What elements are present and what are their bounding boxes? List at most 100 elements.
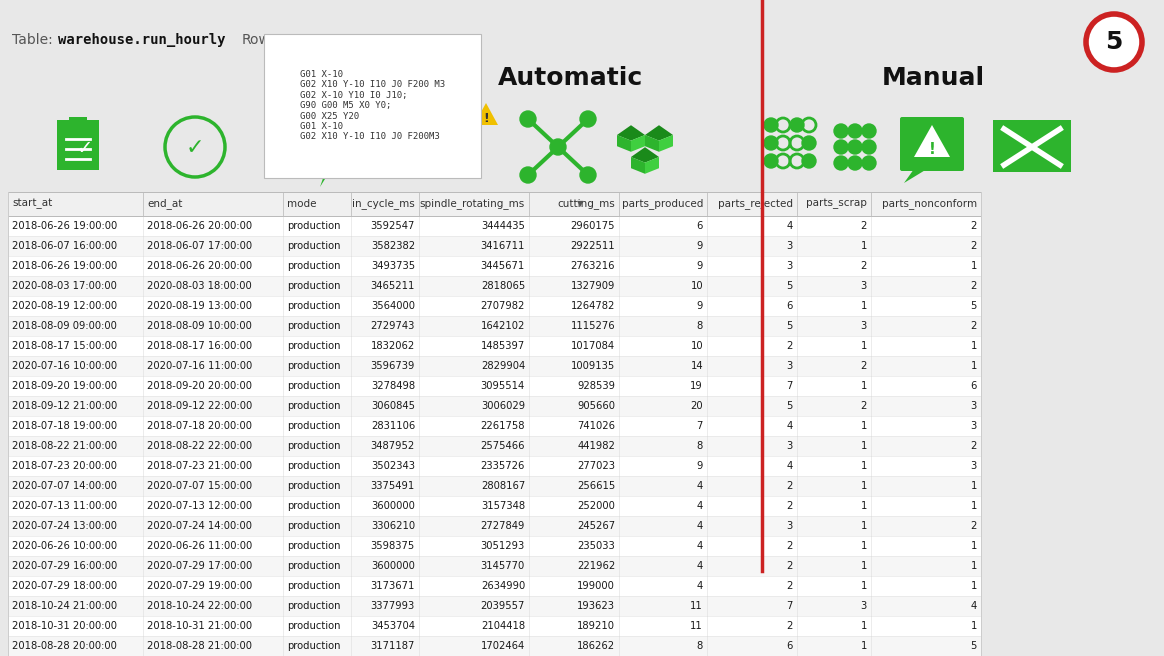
Text: 2018-07-23 20:00:00: 2018-07-23 20:00:00	[12, 461, 118, 471]
Text: production: production	[288, 461, 341, 471]
Text: 3: 3	[787, 261, 793, 271]
Text: 1: 1	[860, 301, 867, 311]
Text: 1: 1	[860, 341, 867, 351]
Text: 4: 4	[787, 461, 793, 471]
Text: 1: 1	[860, 561, 867, 571]
Text: 2261758: 2261758	[481, 421, 525, 431]
Text: production: production	[288, 421, 341, 431]
Text: !: !	[929, 142, 936, 157]
Polygon shape	[645, 125, 673, 140]
Text: 3453704: 3453704	[371, 621, 416, 631]
Text: production: production	[288, 301, 341, 311]
Text: 3493735: 3493735	[371, 261, 416, 271]
Text: production: production	[288, 401, 341, 411]
Text: 5: 5	[971, 301, 977, 311]
Text: in_cycle_ms: in_cycle_ms	[353, 199, 416, 209]
Text: 189210: 189210	[577, 621, 615, 631]
Text: 4: 4	[787, 421, 793, 431]
Text: 2020-07-29 19:00:00: 2020-07-29 19:00:00	[147, 581, 253, 591]
Text: 3487952: 3487952	[371, 441, 416, 451]
Text: 2018-10-24 22:00:00: 2018-10-24 22:00:00	[147, 601, 253, 611]
Text: 2818065: 2818065	[481, 281, 525, 291]
Text: 2018-10-31 21:00:00: 2018-10-31 21:00:00	[147, 621, 253, 631]
Text: 3051293: 3051293	[481, 541, 525, 551]
Text: 3157348: 3157348	[481, 501, 525, 511]
Text: 2: 2	[971, 441, 977, 451]
Text: 2018-08-09 09:00:00: 2018-08-09 09:00:00	[12, 321, 116, 331]
Text: 2: 2	[787, 481, 793, 491]
Text: Automatic: Automatic	[497, 66, 643, 90]
Text: 1: 1	[860, 501, 867, 511]
Circle shape	[802, 154, 816, 168]
Circle shape	[790, 118, 804, 132]
Text: 3375491: 3375491	[371, 481, 416, 491]
Bar	[8, 396, 981, 416]
Bar	[8, 476, 981, 496]
Text: 3502343: 3502343	[371, 461, 416, 471]
Text: 2018-06-07 16:00:00: 2018-06-07 16:00:00	[12, 241, 118, 251]
Text: 3598375: 3598375	[371, 541, 416, 551]
Text: 3: 3	[971, 401, 977, 411]
Text: production: production	[288, 241, 341, 251]
Text: ▼: ▼	[577, 199, 583, 209]
Text: 5: 5	[971, 641, 977, 651]
Text: end_at: end_at	[147, 199, 183, 209]
Text: 2: 2	[860, 401, 867, 411]
Bar	[8, 376, 981, 396]
Text: 193623: 193623	[577, 601, 615, 611]
Text: 3600000: 3600000	[371, 501, 416, 511]
Text: 199000: 199000	[577, 581, 615, 591]
Text: 2960175: 2960175	[570, 221, 615, 231]
Text: 4: 4	[787, 221, 793, 231]
Text: production: production	[288, 441, 341, 451]
Text: 2: 2	[971, 321, 977, 331]
Text: 19: 19	[690, 381, 703, 391]
Text: 186262: 186262	[577, 641, 615, 651]
Text: 1: 1	[971, 541, 977, 551]
Circle shape	[520, 111, 535, 127]
Text: 5: 5	[1106, 30, 1123, 54]
Text: 3: 3	[971, 461, 977, 471]
Text: 2018-06-26 19:00:00: 2018-06-26 19:00:00	[12, 221, 118, 231]
Text: 1: 1	[860, 541, 867, 551]
Text: 1: 1	[860, 521, 867, 531]
Text: 2020-07-16 10:00:00: 2020-07-16 10:00:00	[12, 361, 118, 371]
Text: parts_nonconform: parts_nonconform	[882, 199, 977, 209]
Text: 4: 4	[697, 521, 703, 531]
Text: 2020-07-07 14:00:00: 2020-07-07 14:00:00	[12, 481, 118, 491]
Bar	[8, 316, 981, 336]
Circle shape	[764, 118, 778, 132]
Text: 2018-06-26 20:00:00: 2018-06-26 20:00:00	[147, 221, 253, 231]
Circle shape	[551, 139, 566, 155]
Polygon shape	[904, 169, 927, 183]
Bar	[8, 336, 981, 356]
Bar	[8, 236, 981, 256]
Text: 1: 1	[971, 501, 977, 511]
Circle shape	[764, 154, 778, 168]
Text: 11: 11	[690, 601, 703, 611]
Text: 2: 2	[787, 621, 793, 631]
Text: 2020-08-03 17:00:00: 2020-08-03 17:00:00	[12, 281, 116, 291]
Text: 3: 3	[971, 421, 977, 431]
Text: 2018-09-12 21:00:00: 2018-09-12 21:00:00	[12, 401, 118, 411]
Text: 20: 20	[690, 401, 703, 411]
Text: 3582382: 3582382	[371, 241, 416, 251]
Text: 3445671: 3445671	[481, 261, 525, 271]
Bar	[8, 596, 981, 616]
Text: production: production	[288, 221, 341, 231]
Bar	[8, 296, 981, 316]
FancyBboxPatch shape	[69, 117, 87, 127]
Text: spindle_rotating_ms: spindle_rotating_ms	[420, 199, 525, 209]
Text: 1642102: 1642102	[481, 321, 525, 331]
Text: cutting_ms: cutting_ms	[558, 199, 615, 209]
Text: 1485397: 1485397	[481, 341, 525, 351]
Text: 277023: 277023	[577, 461, 615, 471]
FancyBboxPatch shape	[57, 120, 99, 170]
Text: 3006029: 3006029	[481, 401, 525, 411]
Text: production: production	[288, 321, 341, 331]
Text: 2729743: 2729743	[370, 321, 416, 331]
Text: 2808167: 2808167	[481, 481, 525, 491]
Text: production: production	[288, 541, 341, 551]
Polygon shape	[617, 135, 631, 152]
Text: parts_rejected: parts_rejected	[718, 199, 793, 209]
